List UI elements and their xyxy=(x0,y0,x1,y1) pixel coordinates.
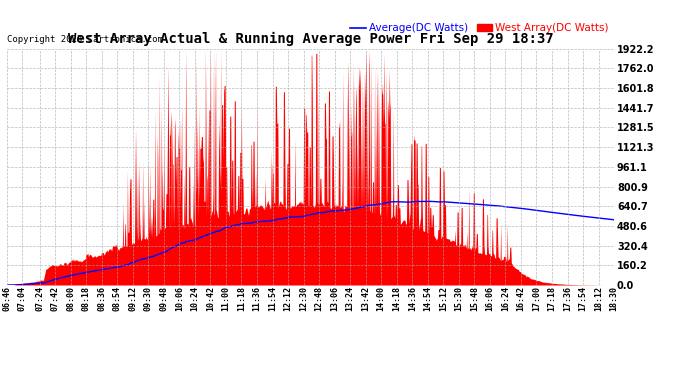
Legend: Average(DC Watts), West Array(DC Watts): Average(DC Watts), West Array(DC Watts) xyxy=(351,23,609,33)
Title: West Array Actual & Running Average Power Fri Sep 29 18:37: West Array Actual & Running Average Powe… xyxy=(68,32,553,46)
Text: Copyright 2023 Cartronics.com: Copyright 2023 Cartronics.com xyxy=(7,35,163,44)
